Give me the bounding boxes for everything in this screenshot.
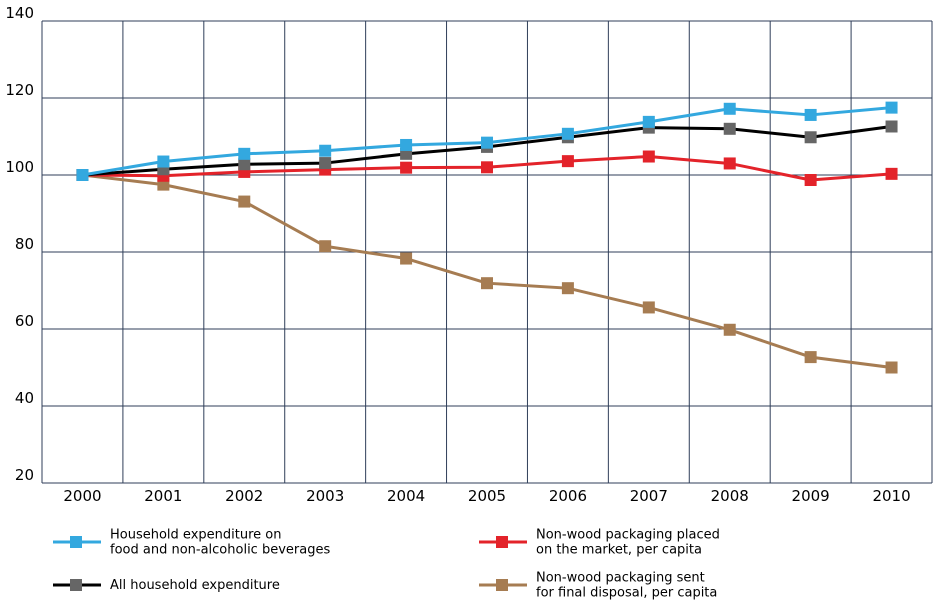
legend-label: Non-wood packaging placed (536, 528, 720, 543)
data-point-marker (319, 144, 332, 157)
x-tick-label: 2001 (144, 487, 182, 505)
x-tick-label: 2008 (711, 487, 749, 505)
y-tick-label: 140 (5, 4, 34, 22)
data-point-marker (400, 161, 413, 174)
data-point-marker (642, 301, 655, 314)
data-point-marker (804, 131, 817, 144)
data-point-marker (804, 108, 817, 121)
data-point-marker (885, 101, 898, 114)
data-point-marker (804, 174, 817, 187)
data-point-marker (723, 122, 736, 135)
grid (41, 20, 933, 484)
y-tick-label: 80 (15, 235, 34, 253)
data-point-marker (885, 167, 898, 180)
data-point-marker (642, 115, 655, 128)
y-tick-label: 40 (15, 389, 34, 407)
data-point-marker (157, 155, 170, 168)
data-point-marker (885, 120, 898, 133)
data-point-marker (481, 277, 493, 290)
data-point-marker (400, 252, 413, 265)
x-tick-label: 2010 (872, 487, 910, 505)
y-tick-label: 20 (15, 466, 34, 484)
data-point-marker (400, 138, 413, 151)
legend-item: All household expenditure (53, 578, 280, 593)
x-tick-label: 2002 (225, 487, 263, 505)
series-0 (76, 101, 898, 181)
x-tick-label: 2005 (468, 487, 506, 505)
data-point-marker (238, 147, 251, 160)
y-tick-label: 120 (5, 81, 34, 99)
data-point-marker (319, 157, 332, 170)
legend-swatch-marker (70, 536, 82, 548)
legend-label: Non-wood packaging sent (536, 571, 705, 586)
legend-label: Household expenditure on (110, 528, 281, 543)
data-point-marker (561, 282, 574, 295)
data-point-marker (238, 195, 251, 208)
legend-swatch-marker (496, 536, 508, 548)
legend-label: food and non-alcoholic beverages (110, 543, 330, 558)
data-point-marker (561, 127, 574, 140)
data-point-marker (642, 150, 655, 163)
data-point-marker (723, 323, 736, 336)
legend-label: for final disposal, per capita (536, 586, 717, 601)
x-tick-label: 2003 (306, 487, 344, 505)
y-tick-label: 100 (5, 158, 34, 176)
x-tick-label: 2009 (792, 487, 830, 505)
x-tick-label: 2006 (549, 487, 587, 505)
data-point-marker (885, 361, 898, 374)
series-lines (76, 101, 898, 374)
x-tick-label: 2000 (63, 487, 101, 505)
legend-label: on the market, per capita (536, 543, 702, 558)
x-tick-label: 2004 (387, 487, 425, 505)
data-point-marker (238, 158, 251, 171)
data-point-marker (723, 102, 736, 115)
legend-swatch-marker (70, 579, 82, 591)
data-point-marker (319, 240, 332, 253)
data-point-marker (561, 155, 574, 168)
axis-tick-labels: 20 40 60 80 100 120 140 2000 2001 2002 2003 2004 200… (5, 4, 910, 505)
legend-label: All household expenditure (110, 578, 280, 593)
data-point-marker (481, 136, 493, 149)
data-point-marker (481, 161, 493, 174)
data-point-marker (804, 351, 817, 364)
data-point-marker (76, 169, 89, 181)
series-3 (76, 169, 898, 374)
data-point-marker (723, 157, 736, 170)
legend-swatch-marker (496, 579, 508, 591)
y-tick-label: 60 (15, 312, 34, 330)
x-tick-label: 2007 (630, 487, 668, 505)
